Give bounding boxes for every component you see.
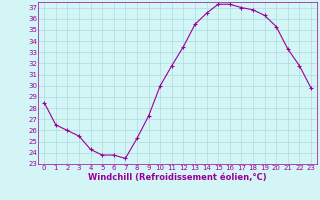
X-axis label: Windchill (Refroidissement éolien,°C): Windchill (Refroidissement éolien,°C) <box>88 173 267 182</box>
